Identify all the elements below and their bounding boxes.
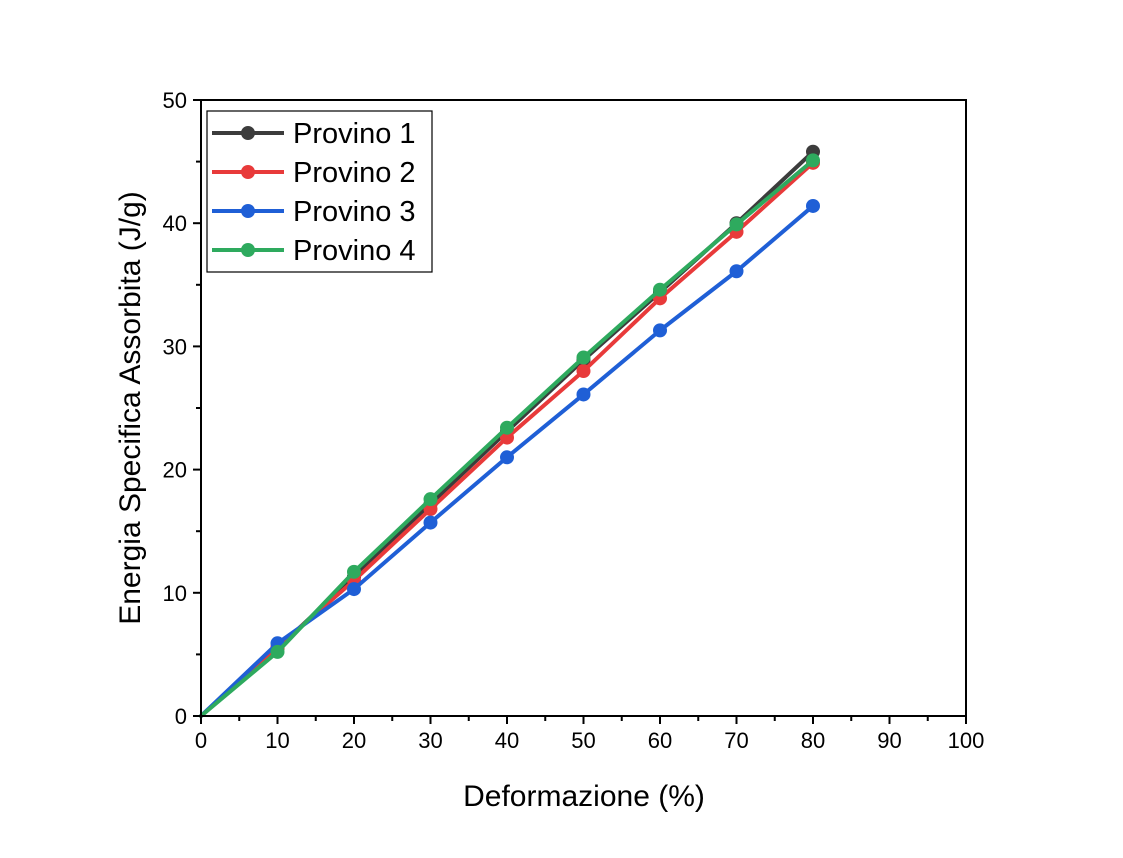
legend-item-3: Provino 3 bbox=[212, 196, 416, 228]
legend-marker bbox=[241, 243, 255, 257]
y-tick-label: 30 bbox=[163, 334, 187, 359]
legend-item-2: Provino 2 bbox=[212, 157, 416, 189]
data-point bbox=[576, 387, 591, 402]
legend-marker bbox=[241, 126, 255, 140]
data-point bbox=[423, 515, 438, 530]
y-tick-label: 10 bbox=[163, 581, 187, 606]
data-point bbox=[576, 350, 591, 365]
x-tick-label: 100 bbox=[948, 728, 985, 753]
legend-item-4: Provino 4 bbox=[212, 235, 416, 267]
data-point bbox=[576, 364, 591, 379]
legend-item-1: Provino 1 bbox=[212, 118, 416, 150]
data-point bbox=[806, 153, 820, 168]
data-point bbox=[653, 323, 667, 338]
series-4 bbox=[199, 153, 820, 718]
x-tick-label: 10 bbox=[265, 728, 289, 753]
x-tick-label: 60 bbox=[648, 728, 672, 753]
series-layer bbox=[199, 144, 820, 718]
y-tick-label: 20 bbox=[163, 458, 187, 483]
y-tick-label: 40 bbox=[163, 211, 187, 236]
y-tick-label: 50 bbox=[163, 88, 187, 113]
x-tick-label: 20 bbox=[342, 728, 366, 753]
data-point bbox=[347, 564, 361, 579]
legend-label: Provino 2 bbox=[293, 157, 416, 189]
data-point bbox=[270, 644, 285, 659]
legend-label: Provino 4 bbox=[293, 235, 416, 267]
x-tick-label: 0 bbox=[195, 728, 207, 753]
data-point bbox=[500, 430, 514, 445]
legend-marker bbox=[241, 204, 255, 218]
y-tick-label: 0 bbox=[175, 704, 187, 729]
data-point bbox=[729, 217, 744, 232]
legend-label: Provino 1 bbox=[293, 118, 416, 150]
x-tick-label: 50 bbox=[571, 728, 595, 753]
data-point bbox=[500, 450, 514, 465]
x-tick-label: 80 bbox=[801, 728, 825, 753]
x-tick-label: 40 bbox=[495, 728, 519, 753]
legend-marker bbox=[241, 165, 255, 179]
series-3 bbox=[199, 198, 820, 718]
data-point bbox=[423, 502, 438, 517]
legend-label: Provino 3 bbox=[293, 196, 416, 228]
legend: Provino 1 Provino 2 Provino 3 Provino 4 bbox=[206, 110, 433, 273]
data-point bbox=[806, 198, 820, 213]
x-tick-label: 30 bbox=[418, 728, 442, 753]
data-point bbox=[347, 582, 361, 597]
data-point bbox=[423, 492, 438, 507]
ticks-layer: 0 10 20 30 40 50 60 70 80 90 100 0 10 20 30 40 50 bbox=[163, 88, 985, 753]
data-point bbox=[729, 264, 744, 279]
data-point bbox=[500, 420, 514, 435]
data-point bbox=[653, 282, 667, 297]
x-axis-title: Deformazione (%) bbox=[463, 780, 705, 813]
x-tick-label: 90 bbox=[877, 728, 901, 753]
y-axis-title: Energia Specifica Assorbita (J/g) bbox=[114, 191, 147, 625]
x-tick-label: 70 bbox=[724, 728, 748, 753]
